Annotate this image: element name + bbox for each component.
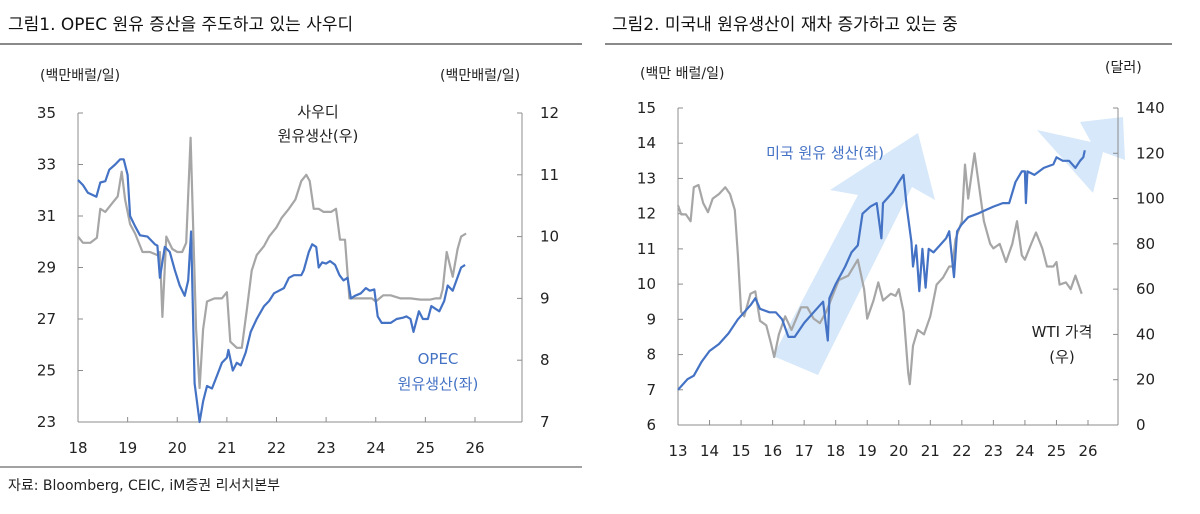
chart2-title: 그림2. 미국내 원유생산이 재차 증가하고 있는 중 [612, 15, 958, 35]
chart2-left-unit: (백만 배럴/일) [640, 66, 725, 82]
x-tick-label: 21 [217, 439, 236, 457]
y-right-tick-label: 140 [1136, 99, 1165, 117]
chart1-saudi-label-line1: 사우디 [297, 103, 338, 121]
y-left-tick-label: 10 [637, 275, 656, 293]
y-right-tick-label: 20 [1136, 371, 1155, 389]
chart1-left-unit: (백만배럴/일) [40, 68, 120, 84]
x-tick-label: 25 [1047, 442, 1066, 460]
y-right-tick-label: 80 [1136, 235, 1155, 253]
y-right-tick-label: 120 [1136, 144, 1165, 162]
y-left-tick-label: 27 [37, 310, 56, 328]
x-tick-label: 22 [952, 442, 971, 460]
x-tick-label: 19 [858, 442, 877, 460]
y-right-tick-label: 9 [540, 289, 550, 307]
x-tick-label: 23 [317, 439, 336, 457]
y-left-tick-label: 7 [646, 381, 656, 399]
y-left-tick-label: 11 [637, 240, 656, 258]
chart1-saudi-label-line2: 원유생산(우) [278, 127, 359, 145]
chart1-plot: 23 25 27 29 31 33 35 7 8 9 10 11 12 18 19 20 21 22 23 24 25 2… [37, 104, 559, 457]
y-left-tick-label: 29 [37, 259, 56, 277]
series-line-right [77, 136, 467, 390]
y-right-tick-label: 8 [540, 351, 550, 369]
x-tick-label: 20 [889, 442, 908, 460]
chart1-right-unit: (백만배럴/일) [440, 68, 520, 84]
y-right-tick-label: 7 [540, 413, 550, 431]
series-line-left [77, 158, 466, 424]
y-left-tick-label: 33 [37, 156, 56, 174]
chart2-us-production-label: 미국 원유 생산(좌) [766, 144, 884, 162]
x-tick-label: 24 [1015, 442, 1034, 460]
x-tick-label: 26 [465, 439, 484, 457]
chart1-title: 그림1. OPEC 원유 증산을 주도하고 있는 사우디 [8, 15, 353, 35]
x-tick-label: 17 [795, 442, 814, 460]
y-left-tick-label: 13 [637, 169, 656, 187]
y-right-tick-label: 40 [1136, 325, 1155, 343]
y-left-tick-label: 12 [637, 205, 656, 223]
x-tick-label: 24 [366, 439, 385, 457]
trend-arrow-1 [773, 133, 935, 375]
chart2-right-unit: (달러) [1105, 60, 1142, 76]
chart1-opec-label-line2: 원유생산(좌) [398, 375, 479, 393]
x-tick-label: 20 [168, 439, 187, 457]
y-left-tick-label: 14 [637, 134, 656, 152]
x-tick-label: 19 [118, 439, 137, 457]
source-note: 자료: Bloomberg, CEIC, iM증권 리서치본부 [8, 478, 280, 494]
y-left-tick-label: 25 [37, 362, 56, 380]
x-tick-label: 18 [68, 439, 87, 457]
x-tick-label: 26 [1078, 442, 1097, 460]
y-right-tick-label: 11 [540, 166, 559, 184]
y-right-tick-label: 10 [540, 228, 559, 246]
chart1-opec-label-line1: OPEC [418, 350, 459, 368]
chart2-wti-label-line2: (우) [1049, 348, 1075, 366]
x-tick-label: 23 [984, 442, 1003, 460]
y-right-tick-label: 60 [1136, 280, 1155, 298]
y-left-tick-label: 23 [37, 413, 56, 431]
x-tick-label: 21 [921, 442, 940, 460]
x-tick-label: 22 [267, 439, 286, 457]
y-right-tick-label: 0 [1136, 416, 1146, 434]
chart2-wti-label-line1: WTI 가격 [1032, 323, 1093, 341]
trend-arrow-2 [1037, 117, 1125, 193]
y-left-tick-label: 15 [637, 99, 656, 117]
y-right-tick-label: 12 [540, 104, 559, 122]
series-line-right [676, 152, 1083, 386]
y-left-tick-label: 35 [37, 104, 56, 122]
y-left-tick-label: 8 [646, 346, 656, 364]
y-left-tick-label: 31 [37, 207, 56, 225]
x-tick-label: 16 [763, 442, 782, 460]
series-line-left [677, 150, 1086, 391]
x-tick-label: 13 [668, 442, 687, 460]
x-tick-label: 18 [826, 442, 845, 460]
y-left-tick-label: 6 [646, 416, 656, 434]
chart2-plot: 6 7 8 9 10 11 12 13 14 15 0 20 40 60 80 100 120 140 13 14 15… [637, 99, 1165, 460]
x-tick-label: 25 [416, 439, 435, 457]
y-left-tick-label: 9 [646, 310, 656, 328]
x-tick-label: 14 [700, 442, 719, 460]
y-right-tick-label: 100 [1136, 190, 1165, 208]
x-tick-label: 15 [732, 442, 751, 460]
